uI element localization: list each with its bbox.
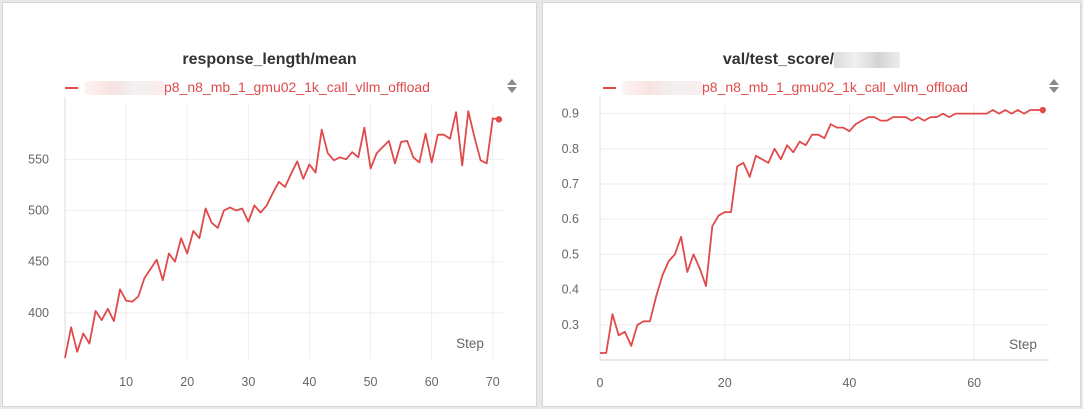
sort-icon[interactable] [1047, 77, 1061, 95]
legend: p8_n8_mb_1_gmu02_1k_call_vllm_offload [603, 79, 1050, 97]
series-end-point [495, 116, 503, 123]
redacted-run-name-prefix [622, 81, 702, 96]
series-end-point [1039, 106, 1046, 114]
chart-panel-response-length: response_length/mean p8_n8_mb_1_gmu02_1k… [2, 2, 537, 407]
redacted-run-name-prefix [84, 81, 164, 96]
series-line [64, 110, 500, 359]
x-axis-label: Step [456, 336, 484, 351]
x-tick-label: 0 [597, 376, 604, 390]
x-tick-label: 20 [180, 375, 194, 389]
legend-label: p8_n8_mb_1_gmu02_1k_call_vllm_offload [702, 79, 968, 95]
y-tick-label: 0.9 [562, 107, 579, 121]
y-tick-label: 0.7 [562, 177, 579, 191]
x-tick-label: 30 [241, 375, 255, 389]
x-tick-label: 50 [364, 375, 378, 389]
y-tick-label: 0.8 [562, 142, 579, 156]
x-tick-label: 20 [718, 376, 732, 390]
x-tick-label: 10 [119, 375, 133, 389]
y-tick-label: 450 [28, 255, 49, 269]
x-tick-label: 60 [967, 376, 981, 390]
legend-swatch [603, 87, 616, 90]
redacted-title-suffix [834, 51, 901, 68]
chart-title-text: val/test_score/ [722, 51, 835, 68]
y-tick-label: 0.4 [562, 283, 579, 297]
line-chart-response-length: 400 450 500 550 10 20 30 40 50 60 70 Step [28, 97, 505, 389]
y-tick-label: 500 [28, 204, 49, 218]
x-tick-label: 60 [425, 375, 439, 389]
legend-swatch [65, 87, 78, 90]
sort-icon[interactable] [505, 77, 519, 95]
chart-title: val/test_score/ [543, 51, 1080, 69]
x-tick-label: 70 [486, 375, 500, 389]
y-tick-label: 0.5 [562, 247, 579, 261]
chart-title: response_length/mean [182, 51, 357, 68]
y-tick-label: 0.3 [562, 318, 579, 332]
y-tick-label: 400 [28, 306, 49, 320]
y-tick-label: 550 [28, 152, 49, 166]
x-axis-label: Step [1009, 337, 1037, 352]
chart-panel-test-score: val/test_score/ p8_n8_mb_1_gmu02_1k_call… [542, 2, 1081, 407]
y-tick-label: 0.6 [562, 212, 579, 226]
x-tick-label: 40 [302, 375, 316, 389]
x-tick-label: 40 [842, 376, 856, 390]
legend: p8_n8_mb_1_gmu02_1k_call_vllm_offload [65, 79, 506, 97]
line-chart-test-score: 0.3 0.4 0.5 0.6 0.7 0.8 0.9 0 20 40 60 Step [562, 97, 1049, 390]
series-line [600, 109, 1043, 354]
legend-label: p8_n8_mb_1_gmu02_1k_call_vllm_offload [164, 79, 430, 95]
